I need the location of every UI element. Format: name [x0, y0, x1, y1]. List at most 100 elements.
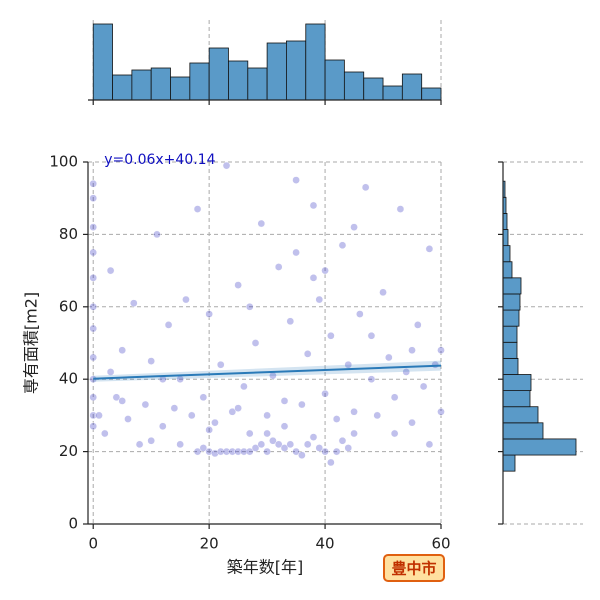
scatter-point — [89, 324, 98, 333]
y-tick-label: 0 — [68, 515, 78, 533]
hist-bar — [502, 341, 518, 359]
scatter-point — [89, 302, 98, 311]
scatter-point — [135, 440, 144, 449]
scatter-point — [257, 219, 266, 228]
y-tick-label: 80 — [59, 225, 78, 243]
regression-line — [93, 364, 442, 380]
scatter-point — [211, 418, 219, 427]
scatter-point — [205, 447, 213, 456]
scatter-point — [292, 248, 300, 257]
scatter-point — [124, 415, 132, 423]
scatter-point — [367, 331, 376, 340]
hist-bar — [266, 42, 287, 101]
scatter-point — [147, 357, 156, 365]
scatter-point — [240, 447, 248, 456]
scatter-point — [327, 331, 335, 340]
scatter-point — [350, 429, 358, 438]
scatter-point — [332, 415, 341, 423]
scatter-point — [263, 411, 271, 420]
scatter-point — [384, 353, 393, 362]
scatter-point — [419, 382, 428, 391]
scatter-point — [321, 266, 329, 275]
hist-bar — [228, 60, 249, 101]
scatter-point — [280, 444, 289, 452]
scatter-point — [280, 422, 289, 431]
scatter-point — [89, 353, 98, 362]
scatter-point — [263, 447, 271, 456]
scatter-point — [309, 201, 318, 210]
scatter-point — [396, 205, 405, 213]
hist-bar — [401, 73, 423, 101]
scatter-point — [240, 382, 248, 391]
scatter-point — [269, 436, 277, 445]
scatter-point — [437, 346, 445, 355]
x-axis-label: 築年数[年] — [227, 558, 304, 577]
hist-bar — [502, 438, 577, 456]
scatter-point — [100, 429, 109, 438]
scatter-point — [408, 346, 416, 355]
hist-bar — [92, 23, 113, 101]
scatter-point — [309, 273, 318, 282]
x-tick-label: 60 — [431, 535, 450, 553]
scatter-point — [350, 407, 358, 416]
y-tick-label: 20 — [59, 442, 78, 460]
scatter-point — [338, 436, 347, 445]
scatter-point — [228, 407, 237, 416]
hist-bar — [502, 406, 539, 424]
scatter-point — [274, 440, 283, 449]
stamp: 豊中市 — [391, 560, 436, 578]
y-tick-label: 60 — [59, 297, 78, 315]
y-tick-label: 100 — [49, 153, 78, 171]
scatter-point — [274, 263, 283, 271]
scatter-point — [251, 444, 260, 452]
scatter-point — [193, 447, 202, 456]
scatter-point — [118, 397, 127, 405]
hist-bar — [502, 390, 531, 408]
scatter-point — [164, 321, 173, 329]
y-tick-label: 40 — [59, 370, 78, 388]
scatter-point — [379, 288, 387, 297]
scatter-point — [141, 400, 150, 409]
scatter-point — [292, 447, 300, 456]
scatter-point — [205, 310, 213, 318]
hist-bar — [247, 67, 268, 101]
scatter-point — [182, 295, 190, 304]
scatter-point — [89, 273, 98, 282]
scatter-point — [350, 223, 358, 232]
x-tick-label: 20 — [200, 535, 219, 553]
scatter-point — [228, 447, 237, 456]
hist-bar — [502, 454, 516, 472]
scatter-point — [112, 393, 121, 402]
scatter-point — [234, 404, 242, 413]
scatter-point — [413, 321, 422, 329]
scatter-point — [315, 444, 324, 452]
scatter-point — [199, 393, 208, 402]
scatter-point — [89, 248, 98, 257]
scatter-point — [216, 447, 225, 456]
scatter-point — [298, 400, 306, 409]
scatter-point — [245, 429, 254, 438]
scatter-point — [280, 397, 289, 405]
hist-bar — [502, 245, 511, 263]
scatter-point — [234, 447, 242, 456]
scatter-point — [344, 444, 353, 452]
scatter-point — [89, 422, 98, 431]
hist-bar — [502, 277, 522, 295]
hist-bar — [502, 309, 520, 327]
scatter-point — [390, 393, 399, 402]
fit-label: y=0.06x+40.14 — [104, 152, 215, 168]
hist-bar — [502, 374, 532, 392]
scatter-point — [425, 245, 434, 253]
hist-bar — [502, 261, 513, 279]
hist-bar — [112, 74, 133, 101]
hist-bar — [324, 59, 345, 101]
scatter-point — [408, 418, 416, 427]
scatter-point — [245, 302, 254, 311]
hist-bar — [502, 229, 509, 247]
scatter-point — [321, 447, 329, 456]
scatter-point — [118, 346, 127, 355]
scatter-point — [193, 205, 202, 213]
hist-bar — [502, 357, 519, 375]
scatter-point — [303, 350, 312, 358]
